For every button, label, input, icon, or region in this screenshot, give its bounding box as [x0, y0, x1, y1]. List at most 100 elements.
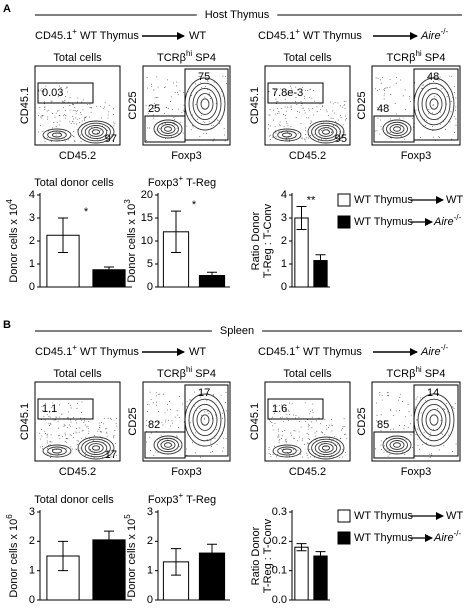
event-dot — [116, 425, 118, 427]
y-tick-label: 2 — [29, 535, 35, 547]
event-dot — [278, 428, 280, 430]
event-dot — [288, 409, 290, 411]
event-dot — [390, 409, 392, 411]
event-dot — [223, 447, 225, 449]
event-dot — [168, 401, 170, 402]
event-dot — [46, 440, 48, 442]
event-dot — [101, 421, 103, 423]
flow-plot-title-part: TCRβ — [387, 52, 416, 64]
event-dot — [287, 106, 289, 108]
event-dot — [194, 405, 196, 407]
event-dot — [415, 109, 417, 111]
event-dot — [281, 416, 283, 418]
contour — [88, 443, 104, 453]
event-dot — [446, 402, 448, 404]
y-tick-label: 2 — [29, 235, 35, 247]
event-dot — [58, 453, 59, 455]
event-dot — [291, 403, 293, 405]
event-dot — [380, 440, 382, 442]
event-dot — [73, 432, 74, 434]
event-dot — [82, 99, 84, 101]
event-dot — [440, 111, 442, 113]
gate-value: 48 — [427, 71, 439, 83]
event-dot — [214, 437, 216, 439]
flow-plot-title-part: SP4 — [195, 368, 216, 380]
event-dot — [177, 133, 179, 135]
event-dot — [217, 119, 218, 121]
event-dot — [152, 402, 154, 404]
event-dot — [273, 109, 275, 111]
group-recipient: Aire-/- — [420, 27, 448, 42]
event-dot — [306, 454, 308, 456]
event-dot — [72, 120, 74, 122]
event-dot — [42, 115, 44, 117]
event-dot — [298, 111, 300, 113]
event-dot — [208, 121, 210, 123]
event-dot — [156, 76, 158, 78]
event-dot — [181, 111, 183, 113]
event-dot — [161, 422, 163, 424]
event-dot — [279, 121, 281, 123]
event-dot — [280, 108, 282, 110]
event-dot — [114, 430, 116, 431]
event-dot — [47, 118, 48, 120]
group-donor-part: CD45.1 — [35, 30, 72, 42]
flow-x-label: CD45.2 — [289, 150, 326, 162]
bar — [92, 539, 126, 601]
gate — [144, 115, 186, 143]
event-dot — [423, 84, 425, 86]
chart-title: Total donor cells — [34, 494, 114, 506]
event-dot — [213, 394, 215, 396]
event-dot — [40, 428, 42, 430]
gate — [267, 398, 324, 420]
event-dot — [290, 108, 292, 110]
event-dot — [439, 137, 441, 138]
y-tick-label: 1 — [147, 565, 153, 577]
event-dot — [428, 437, 430, 439]
group-donor-part: + — [72, 343, 77, 352]
event-dot — [285, 439, 287, 441]
error-bar — [171, 210, 181, 253]
event-dot — [56, 121, 58, 123]
event-dot — [420, 412, 422, 414]
event-dot — [331, 430, 333, 432]
event-dot — [87, 426, 89, 427]
event-dot — [383, 445, 385, 447]
event-dot — [60, 87, 62, 88]
event-dot — [42, 410, 44, 411]
event-dot — [96, 105, 98, 107]
contour — [389, 124, 405, 134]
event-dot — [225, 392, 227, 394]
event-dot — [154, 108, 156, 110]
event-dot — [41, 435, 43, 437]
event-dot — [41, 115, 43, 117]
event-dot — [283, 125, 285, 127]
event-dot — [438, 449, 440, 451]
event-dot — [90, 112, 92, 113]
event-dot — [275, 113, 277, 115]
event-dot — [75, 419, 77, 421]
event-dot — [103, 417, 105, 419]
event-dot — [76, 440, 78, 442]
contour — [272, 128, 302, 142]
event-dot — [407, 404, 409, 405]
event-dot — [41, 406, 43, 408]
flow-plot-title-part: TCRβ — [387, 368, 416, 380]
event-dot — [300, 105, 302, 107]
event-dot — [103, 107, 105, 109]
event-dot — [405, 109, 407, 111]
gate-value: 82 — [148, 419, 160, 431]
event-dot — [399, 396, 401, 398]
y-axis-label: Ratio Donor — [250, 211, 262, 270]
y-tick-label: 4 — [281, 189, 287, 201]
event-dot — [51, 100, 53, 102]
event-dot — [204, 86, 206, 88]
event-dot — [306, 432, 308, 434]
event-dot — [417, 444, 419, 446]
event-dot — [107, 130, 109, 132]
event-dot — [50, 441, 52, 443]
event-dot — [220, 90, 222, 92]
event-dot — [89, 136, 91, 138]
y-tick-label: 0 — [147, 594, 153, 606]
event-dot — [307, 443, 309, 445]
